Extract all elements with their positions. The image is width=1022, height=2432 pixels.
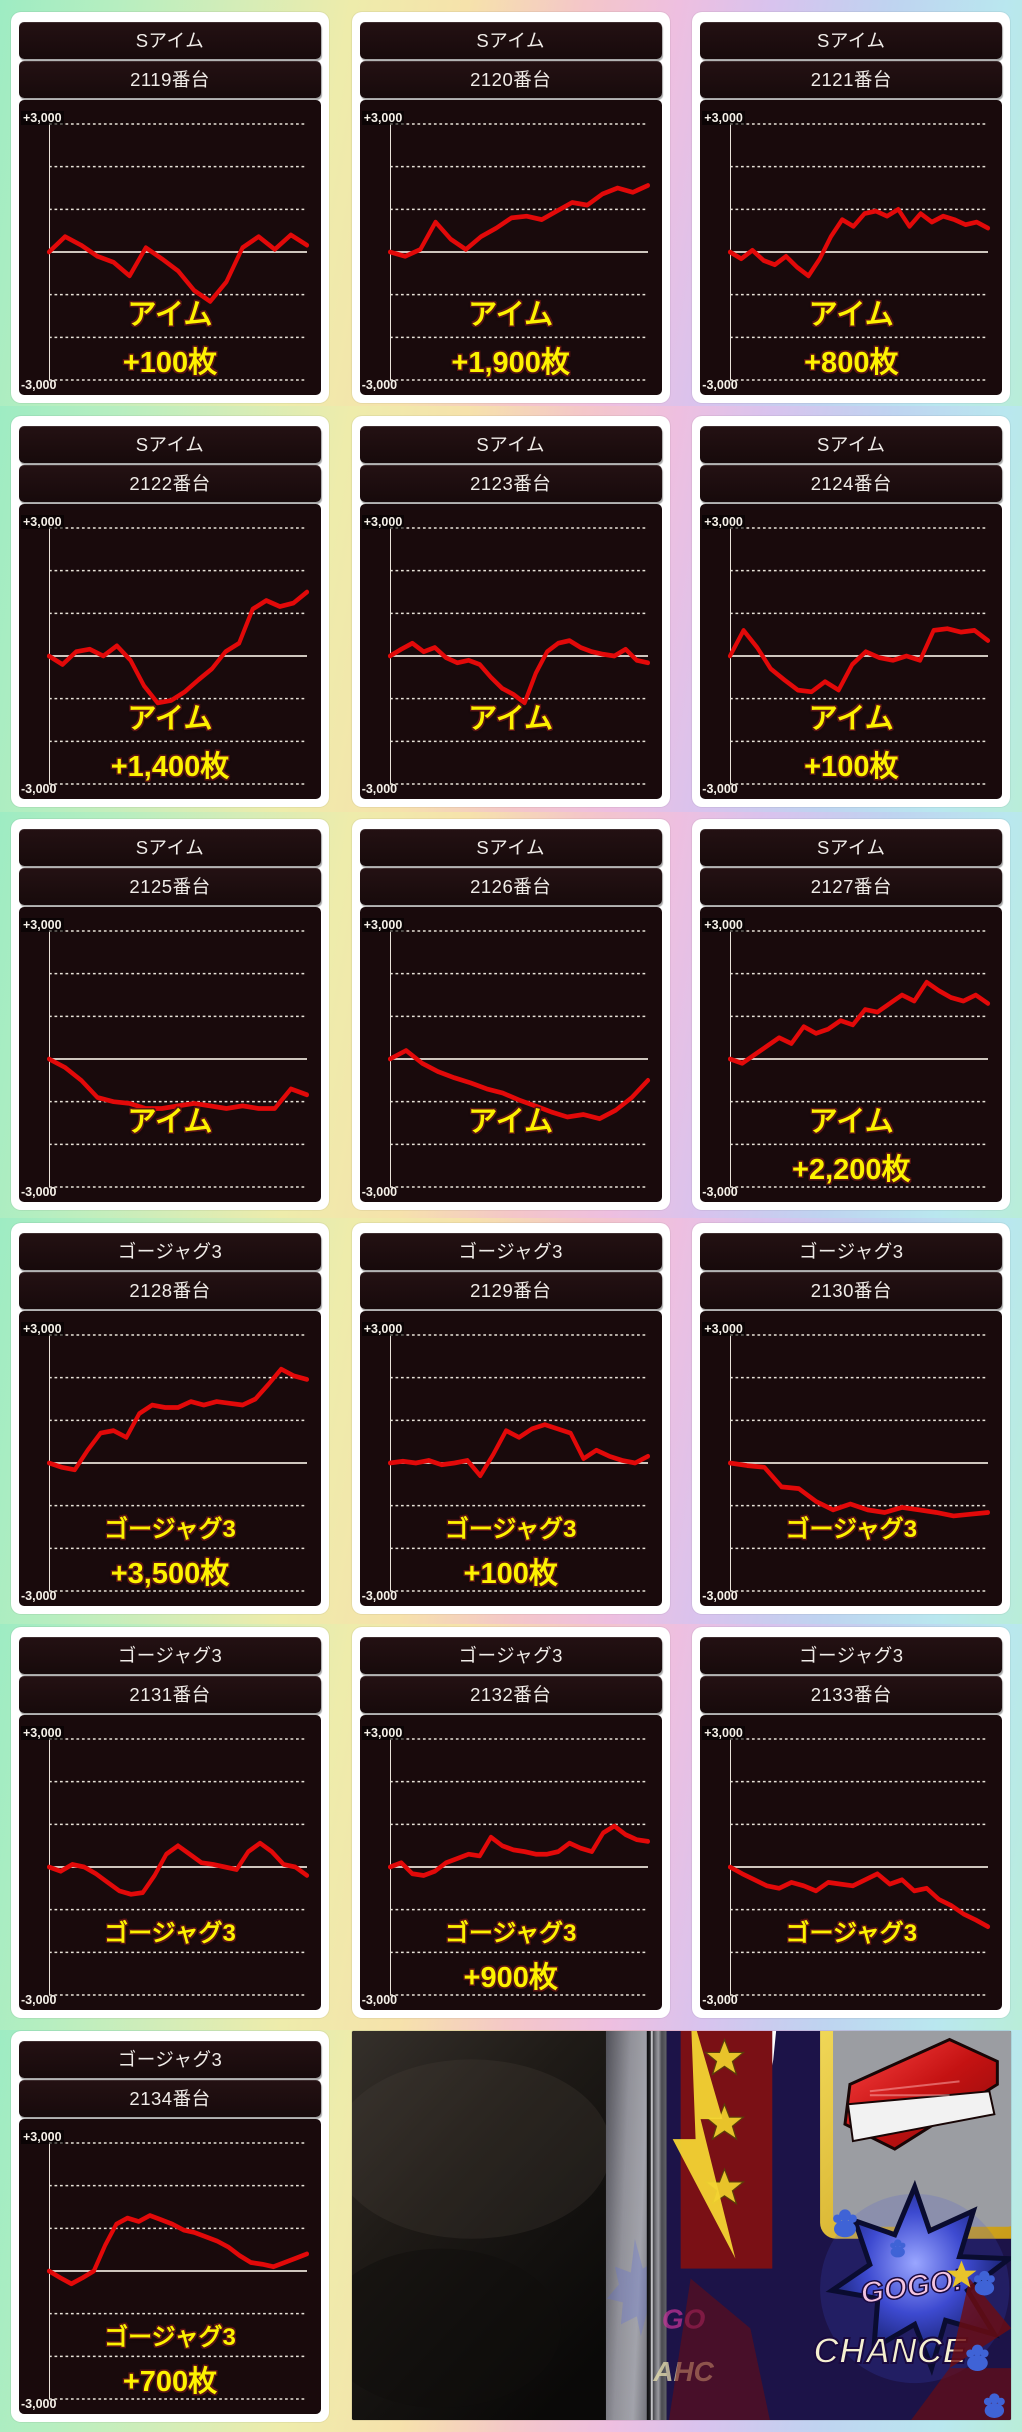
svg-text:CHANCE: CHANCE bbox=[813, 2331, 967, 2371]
